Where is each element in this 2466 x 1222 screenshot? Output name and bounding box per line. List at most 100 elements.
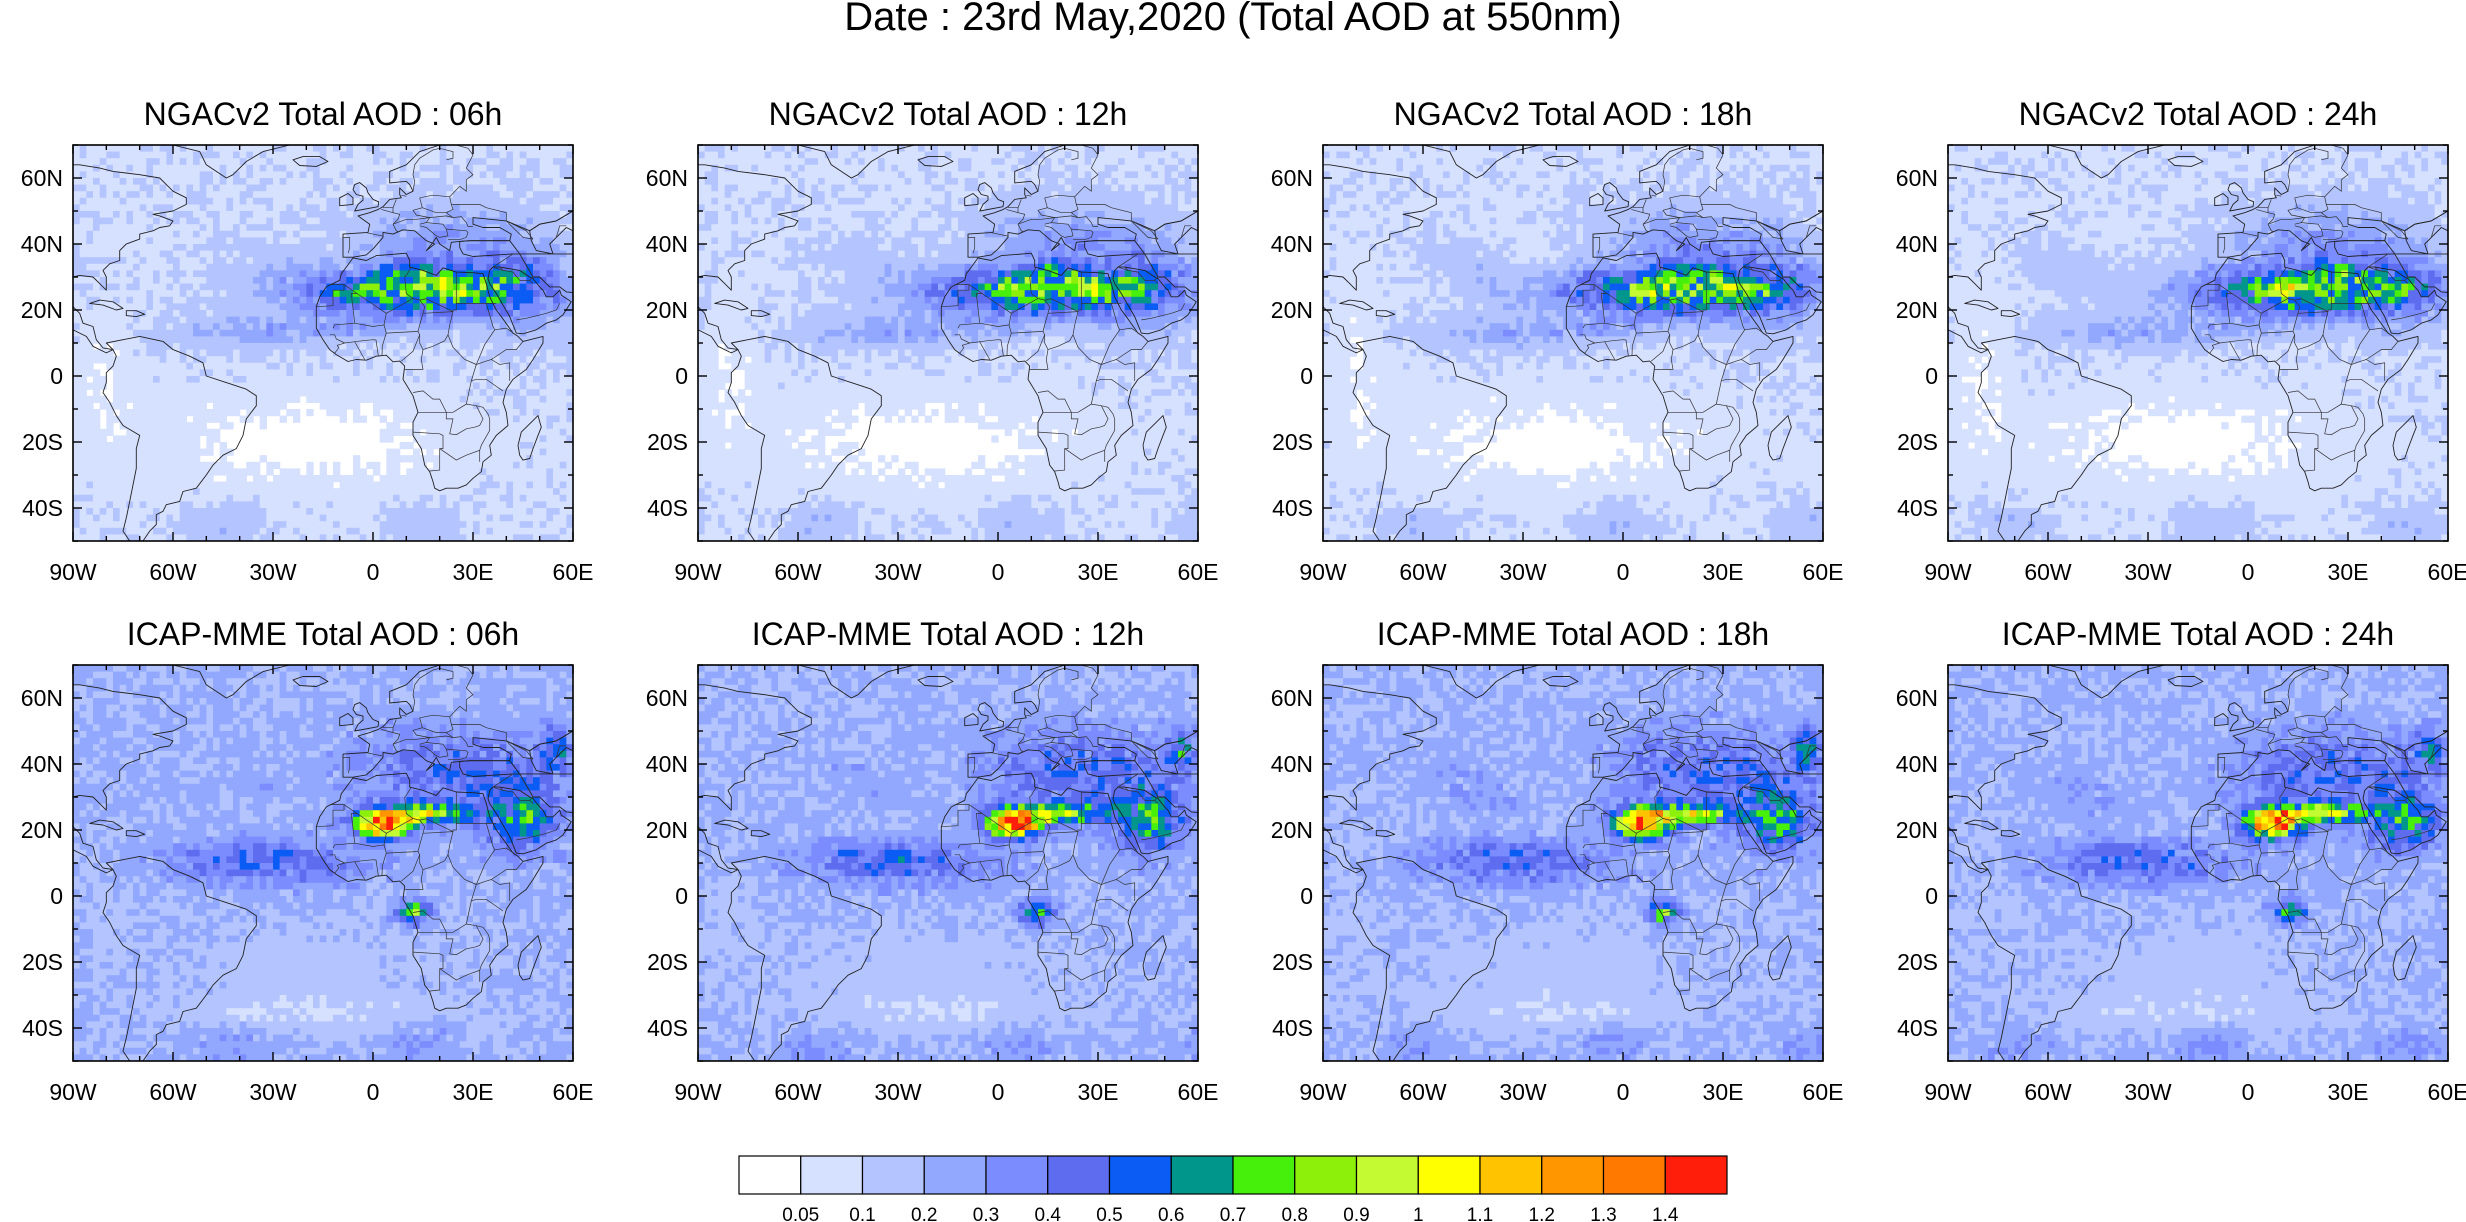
map-panel: NGACv2 Total AOD : 18h 90W 60W 30W 0 30E 60E 60… — [1271, 96, 1844, 585]
country-borders — [2191, 665, 2448, 992]
x-tick-label: 30E — [1703, 559, 1744, 585]
colorbar-swatch — [1232, 1155, 1296, 1195]
aod-colorbar: 0.05 0.1 0.2 0.3 0.4 0.5 0.6 0.7 0.8 0.9 1 1.1 1.2 1.… — [738, 1155, 1728, 1222]
colorbar-swatch — [861, 1155, 925, 1195]
aod-field — [1948, 665, 2448, 1061]
y-tick-label: 60N — [1896, 685, 1938, 711]
colorbar-label: 1.1 — [1467, 1205, 1493, 1222]
y-tick-label: 40S — [22, 495, 63, 521]
colorbar-swatch — [985, 1155, 1049, 1195]
country-borders — [2191, 145, 2448, 472]
y-tick-label: 40S — [22, 1015, 63, 1041]
x-tick-label: 30E — [453, 1079, 494, 1105]
x-tick-label: 30E — [453, 559, 494, 585]
y-tick-label: 20S — [1897, 949, 1938, 975]
colorbar-swatch — [1355, 1155, 1419, 1195]
country-borders — [941, 145, 1198, 472]
y-tick-label: 20S — [1272, 429, 1313, 455]
panel-title: ICAP-MME Total AOD : 24h — [2002, 616, 2394, 652]
colorbar-label: 0.3 — [973, 1205, 999, 1222]
colorbar-swatch — [1664, 1155, 1728, 1195]
x-tick-label: 60W — [2024, 1079, 2072, 1105]
x-tick-label: 0 — [2242, 1079, 2255, 1105]
y-tick-label: 20S — [22, 949, 63, 975]
x-tick-label: 0 — [992, 559, 1005, 585]
panel-title: ICAP-MME Total AOD : 12h — [752, 616, 1144, 652]
x-tick-label: 30W — [874, 559, 922, 585]
figure-title: Date : 23rd May,2020 (Total AOD at 550nm… — [844, 0, 1621, 39]
y-tick-label: 20N — [21, 297, 63, 323]
x-tick-label: 30E — [1703, 1079, 1744, 1105]
y-tick-label: 20N — [1271, 817, 1313, 843]
aod-field — [698, 145, 1198, 541]
colorbar-swatch — [1541, 1155, 1605, 1195]
x-tick-label: 60E — [1803, 559, 1844, 585]
y-tick-label: 0 — [50, 883, 63, 909]
panel-title: NGACv2 Total AOD : 12h — [769, 96, 1128, 132]
x-tick-label: 60W — [149, 1079, 197, 1105]
y-tick-label: 20N — [1896, 297, 1938, 323]
y-tick-label: 40S — [1272, 1015, 1313, 1041]
y-tick-label: 20S — [1897, 429, 1938, 455]
x-tick-label: 60E — [1178, 1079, 1219, 1105]
colorbar-swatch — [1047, 1155, 1111, 1195]
colorbar-swatch — [1479, 1155, 1543, 1195]
x-tick-label: 30W — [874, 1079, 922, 1105]
y-tick-label: 20S — [647, 949, 688, 975]
x-tick-label: 90W — [49, 1079, 97, 1105]
y-tick-label: 20N — [1271, 297, 1313, 323]
x-tick-label: 90W — [674, 1079, 722, 1105]
x-tick-label: 60W — [774, 1079, 822, 1105]
country-borders — [1566, 665, 1823, 992]
x-tick-label: 30W — [2124, 1079, 2172, 1105]
y-tick-label: 40S — [1897, 1015, 1938, 1041]
aod-field — [1948, 145, 2448, 541]
panel-title: NGACv2 Total AOD : 24h — [2019, 96, 2378, 132]
y-tick-label: 40S — [1897, 495, 1938, 521]
panel-title: NGACv2 Total AOD : 06h — [144, 96, 503, 132]
x-tick-label: 60E — [2428, 1079, 2466, 1105]
colorbar-label: 0.05 — [782, 1205, 819, 1222]
x-tick-label: 30E — [2328, 559, 2369, 585]
panel-title: ICAP-MME Total AOD : 18h — [1377, 616, 1769, 652]
y-tick-label: 40N — [646, 231, 688, 257]
coastlines — [73, 665, 573, 1061]
country-borders — [316, 145, 573, 472]
y-tick-label: 60N — [21, 165, 63, 191]
y-tick-label: 0 — [50, 363, 63, 389]
x-tick-label: 0 — [367, 559, 380, 585]
x-tick-label: 30E — [1078, 1079, 1119, 1105]
y-tick-label: 60N — [21, 685, 63, 711]
x-tick-label: 30W — [1499, 1079, 1547, 1105]
x-tick-label: 60E — [2428, 559, 2466, 585]
coastlines — [73, 145, 573, 541]
coastlines — [1323, 145, 1823, 541]
axes — [72, 664, 574, 1062]
axes — [697, 144, 1199, 542]
colorbar-label: 0.6 — [1158, 1205, 1184, 1222]
x-tick-label: 90W — [1299, 559, 1347, 585]
y-tick-label: 40N — [1271, 231, 1313, 257]
axes — [1322, 144, 1824, 542]
colorbar-swatch — [1602, 1155, 1666, 1195]
x-tick-label: 60E — [553, 1079, 594, 1105]
colorbar-label: 0.5 — [1096, 1205, 1122, 1222]
colorbar-label: 0.8 — [1282, 1205, 1308, 1222]
y-tick-label: 40N — [21, 231, 63, 257]
y-tick-label: 0 — [1925, 883, 1938, 909]
y-tick-label: 0 — [1925, 363, 1938, 389]
x-tick-label: 90W — [1924, 559, 1972, 585]
axes — [697, 664, 1199, 1062]
map-panels: NGACv2 Total AOD : 06h 90W 60W 30W 0 30E 60E 60… — [21, 96, 2466, 1105]
x-tick-label: 0 — [992, 1079, 1005, 1105]
colorbar-label: 1.3 — [1590, 1205, 1616, 1222]
map-panel: NGACv2 Total AOD : 24h 90W 60W 30W 0 30E 60E 60… — [1896, 96, 2466, 585]
y-tick-label: 20S — [1272, 949, 1313, 975]
x-tick-label: 30W — [249, 559, 297, 585]
x-tick-label: 0 — [2242, 559, 2255, 585]
colorbar-label: 0.9 — [1343, 1205, 1369, 1222]
y-tick-label: 40N — [646, 751, 688, 777]
x-tick-label: 30W — [249, 1079, 297, 1105]
y-tick-label: 60N — [1271, 165, 1313, 191]
x-tick-label: 0 — [367, 1079, 380, 1105]
